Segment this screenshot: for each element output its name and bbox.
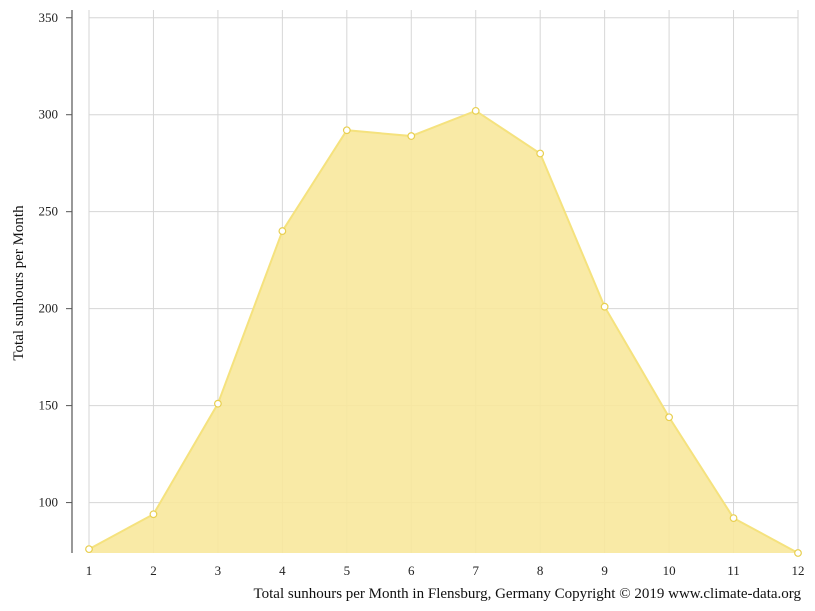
data-point [149,510,158,519]
data-point [342,126,351,135]
y-tick-label: 250 [39,204,59,219]
data-point [214,399,222,408]
data-point [407,132,416,140]
x-tick-label: 6 [408,563,415,578]
series-area [89,110,798,553]
y-tick-label: 350 [39,10,59,25]
data-point [536,149,545,158]
x-tick-label: 12 [792,563,805,578]
y-tick-label: 150 [39,398,59,413]
chart-caption: Total sunhours per Month in Flensburg, G… [254,586,802,602]
x-tick-label: 10 [663,563,676,578]
data-point [729,514,738,522]
axes [66,10,73,553]
series-line [88,109,799,554]
y-tick-label: 200 [39,301,59,316]
data-point [278,227,287,235]
x-tick-label: 3 [215,563,222,578]
x-tick-label: 4 [279,563,286,578]
y-tick-label: 100 [39,495,59,510]
area-layer [88,109,799,554]
y-tick-labels: 100 150 200 250 300 350 [39,10,59,510]
markers-layer [85,106,802,557]
x-tick-label: 11 [727,563,740,578]
data-point [471,106,480,115]
y-axis-title: Total sunhours per Month [11,205,27,361]
data-point [600,302,609,311]
x-tick-label: 2 [150,563,157,578]
data-point [665,413,673,422]
x-tick-label: 8 [537,563,544,578]
x-tick-label: 7 [472,563,479,578]
x-tick-label: 1 [86,563,93,578]
data-point [794,549,802,557]
y-tick-label: 300 [39,107,59,122]
x-tick-labels: 1 2 3 4 5 6 7 8 9 10 11 12 [86,563,805,578]
x-tick-label: 9 [601,563,608,578]
x-tick-label: 5 [344,563,351,578]
data-point [85,545,93,554]
